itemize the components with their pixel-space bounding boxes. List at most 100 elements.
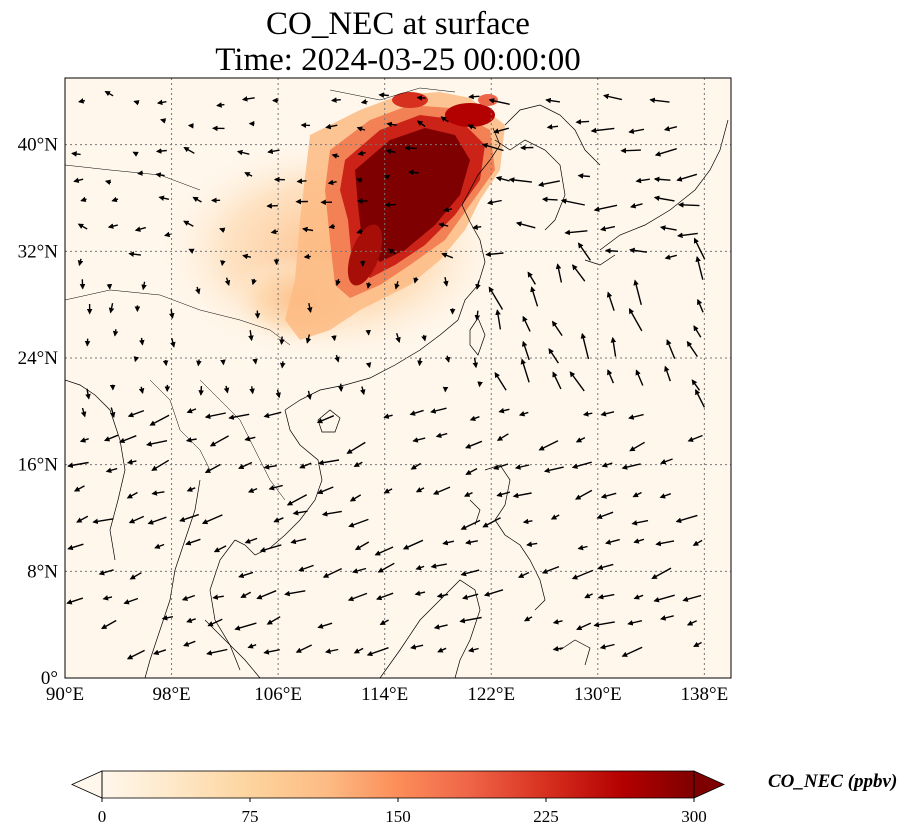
wind-arrow (607, 369, 615, 384)
wind-arrow (186, 486, 196, 492)
wind-arrow (85, 388, 91, 400)
wind-arrow (635, 369, 644, 386)
wind-arrow (493, 463, 509, 470)
wind-arrow (682, 594, 702, 602)
wind-arrow (695, 388, 706, 408)
wind-arrow (252, 358, 258, 365)
colorbar-title: CO_NEC (ppbv) (768, 771, 898, 792)
wind-arrow (132, 151, 139, 157)
wind-arrow (112, 329, 119, 337)
wind-arrow (247, 487, 258, 493)
wind-arrow (204, 412, 226, 419)
wind-arrow (469, 415, 480, 421)
wind-arrow (303, 253, 311, 260)
wind-arrow (321, 510, 342, 517)
wind-arrow (654, 148, 677, 157)
wind-arrow (605, 538, 620, 545)
wind-arrow (521, 340, 530, 361)
wind-arrow (677, 202, 700, 208)
wind-arrow (331, 335, 337, 342)
wind-arrow (576, 622, 592, 631)
wind-arrow (660, 615, 674, 621)
wind-arrow (472, 357, 479, 369)
colorbar-tick-label: 150 (385, 807, 411, 826)
wind-arrow (571, 569, 594, 580)
wind-arrow (520, 358, 530, 383)
wind-vectors (66, 90, 706, 660)
lat-tick-label: 8°N (27, 561, 58, 582)
wind-arrow (67, 543, 84, 551)
wind-arrow (407, 169, 419, 176)
wind-arrow (387, 248, 396, 255)
wind-arrow (575, 119, 590, 125)
wind-arrow (582, 411, 593, 417)
wind-arrow (66, 597, 84, 605)
wind-arrow (628, 308, 643, 332)
wind-arrow (325, 123, 338, 130)
wind-arrow (77, 223, 88, 230)
wind-arrow (543, 466, 564, 474)
wind-arrow (441, 252, 454, 259)
wind-arrow (416, 120, 426, 128)
wind-arrow (692, 539, 703, 546)
wind-arrow (526, 541, 538, 548)
wind-arrow (496, 433, 509, 441)
wind-arrow (80, 407, 87, 418)
wind-arrow (575, 436, 586, 443)
wind-arrow (356, 228, 363, 234)
wind-arrow (158, 195, 170, 201)
wind-arrow (577, 242, 591, 261)
wind-arrow (597, 593, 615, 600)
wind-arrow (146, 440, 168, 447)
wind-arrow (433, 624, 448, 630)
wind-arrow (440, 116, 449, 123)
wind-arrow (415, 487, 425, 493)
wind-arrow (649, 97, 670, 104)
lat-tick-label: 24°N (18, 348, 59, 369)
wind-arrow (71, 151, 81, 157)
wind-arrow (139, 337, 145, 346)
wind-arrow (590, 127, 615, 134)
wind-arrow (475, 280, 481, 290)
lon-tick-label: 98°E (152, 684, 190, 705)
wind-arrow (160, 118, 167, 124)
wind-arrow (601, 462, 613, 468)
wind-arrow (244, 172, 253, 178)
wind-arrow (240, 591, 252, 599)
wind-arrow (249, 386, 255, 395)
wind-arrow (153, 649, 167, 656)
wind-arrow (653, 176, 671, 183)
wind-arrow (421, 334, 427, 342)
wind-arrow (181, 594, 196, 601)
lon-tick-label: 122°E (467, 684, 515, 705)
wind-arrow (79, 437, 89, 443)
wind-arrow (244, 435, 256, 442)
lat-tick-label: 40°N (18, 135, 59, 156)
wind-arrow (224, 277, 231, 286)
wind-arrow (653, 195, 675, 202)
wind-arrow (238, 571, 254, 579)
wind-arrow (162, 359, 169, 367)
wind-arrow (256, 590, 277, 600)
wind-arrow (675, 514, 698, 523)
wind-arrow (404, 145, 417, 151)
wind-arrow (195, 286, 201, 295)
wind-arrow (298, 564, 314, 572)
wind-arrow (366, 282, 372, 289)
wind-arrow (183, 146, 195, 154)
wind-arrow (664, 365, 671, 382)
wind-arrow (666, 339, 676, 359)
wind-arrow (216, 102, 225, 108)
wind-arrow (183, 220, 194, 227)
wind-arrow (290, 538, 307, 545)
wind-arrow (552, 646, 564, 652)
wind-arrow (273, 517, 284, 523)
wind-arrow (107, 223, 118, 229)
wind-arrow (133, 356, 140, 363)
wind-arrow (633, 279, 642, 305)
wind-arrow (676, 173, 698, 182)
wind-arrow (395, 332, 401, 343)
wind-arrow (317, 486, 334, 495)
wind-arrow (551, 320, 563, 336)
lon-tick-label: 90°E (46, 684, 84, 705)
